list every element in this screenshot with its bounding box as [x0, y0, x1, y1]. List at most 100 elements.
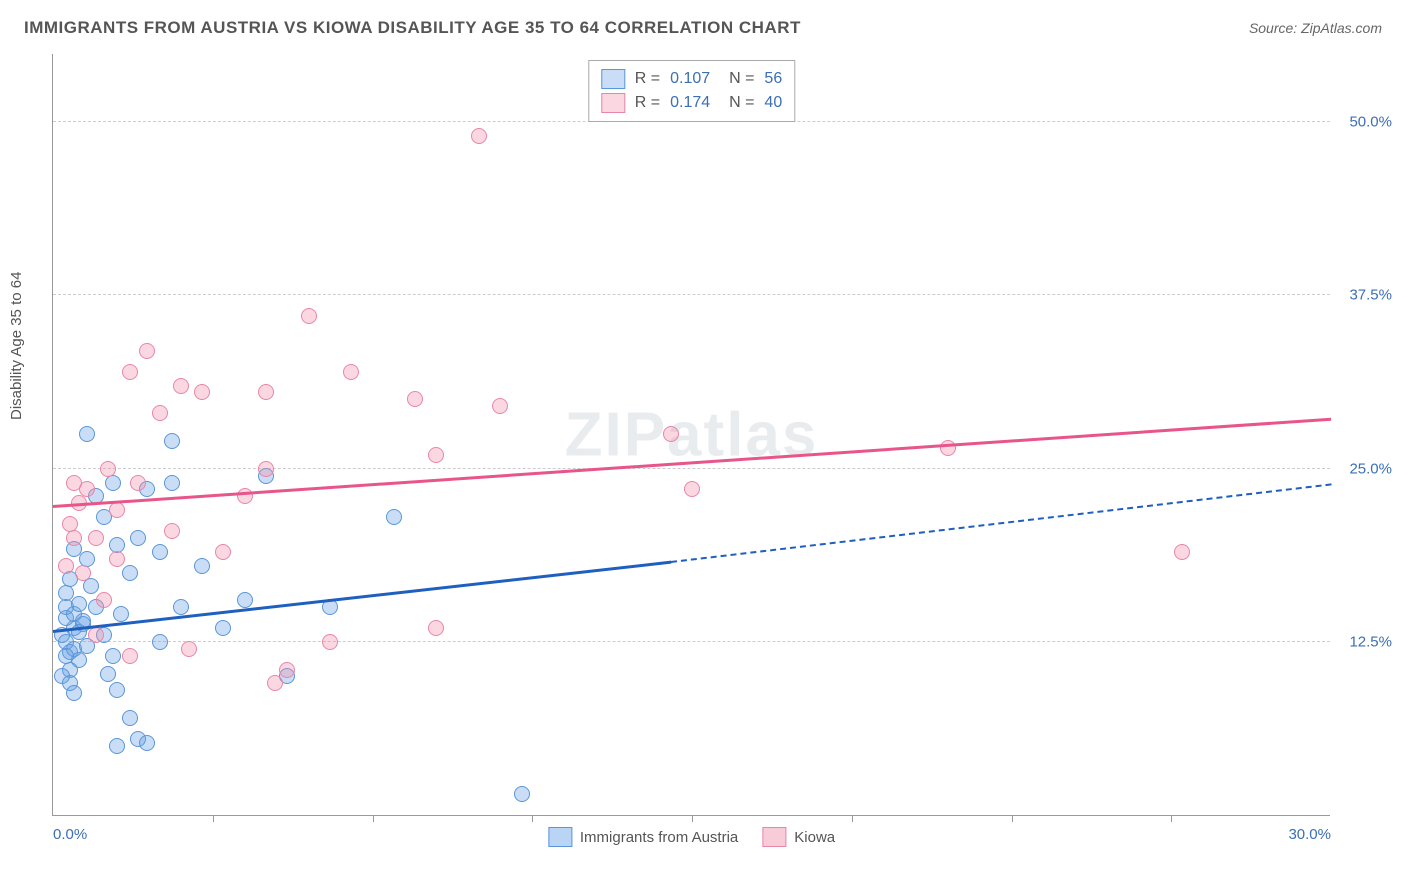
data-point — [139, 735, 155, 751]
data-point — [173, 378, 189, 394]
y-tick-label: 12.5% — [1336, 633, 1392, 650]
legend-row-austria: R = 0.107 N = 56 — [601, 67, 782, 91]
data-point — [194, 384, 210, 400]
data-point — [100, 666, 116, 682]
data-point — [109, 551, 125, 567]
data-point — [88, 530, 104, 546]
data-point — [130, 530, 146, 546]
data-point — [62, 516, 78, 532]
data-point — [279, 662, 295, 678]
y-tick-label: 50.0% — [1336, 114, 1392, 131]
data-point — [164, 523, 180, 539]
y-tick-label: 25.0% — [1336, 460, 1392, 477]
data-point — [66, 685, 82, 701]
data-point — [258, 384, 274, 400]
data-point — [130, 475, 146, 491]
n-label: N = — [720, 70, 754, 88]
n-value-kiowa: 40 — [764, 94, 782, 112]
data-point — [139, 343, 155, 359]
x-tick — [852, 815, 853, 822]
data-point — [514, 786, 530, 802]
data-point — [109, 738, 125, 754]
data-point — [181, 641, 197, 657]
gridline — [53, 468, 1330, 469]
data-point — [386, 509, 402, 525]
series-legend: Immigrants from Austria Kiowa — [548, 827, 835, 847]
data-point — [322, 634, 338, 650]
data-point — [100, 461, 116, 477]
data-point — [58, 558, 74, 574]
swatch-kiowa — [601, 93, 625, 113]
x-tick-label: 30.0% — [1288, 826, 1331, 843]
data-point — [428, 447, 444, 463]
scatter-chart: ZIPatlas R = 0.107 N = 56 R = 0.174 N = … — [52, 54, 1330, 816]
data-point — [471, 128, 487, 144]
x-tick — [213, 815, 214, 822]
x-tick-label: 0.0% — [53, 826, 87, 843]
watermark: ZIPatlas — [565, 399, 819, 470]
legend-item-austria: Immigrants from Austria — [548, 827, 738, 847]
r-label: R = — [635, 70, 660, 88]
data-point — [122, 364, 138, 380]
y-axis-label: Disability Age 35 to 64 — [8, 272, 25, 420]
data-point — [75, 565, 91, 581]
data-point — [109, 682, 125, 698]
data-point — [343, 364, 359, 380]
r-value-austria: 0.107 — [670, 70, 710, 88]
data-point — [113, 606, 129, 622]
x-tick — [692, 815, 693, 822]
data-point — [152, 544, 168, 560]
legend-label-austria: Immigrants from Austria — [580, 829, 738, 846]
x-tick — [532, 815, 533, 822]
y-tick-label: 37.5% — [1336, 287, 1392, 304]
x-tick — [1012, 815, 1013, 822]
data-point — [1174, 544, 1190, 560]
data-point — [173, 599, 189, 615]
data-point — [194, 558, 210, 574]
data-point — [96, 592, 112, 608]
data-point — [122, 710, 138, 726]
data-point — [105, 475, 121, 491]
legend-item-kiowa: Kiowa — [762, 827, 835, 847]
data-point — [301, 308, 317, 324]
source-credit: Source: ZipAtlas.com — [1249, 20, 1382, 36]
data-point — [215, 544, 231, 560]
header: IMMIGRANTS FROM AUSTRIA VS KIOWA DISABIL… — [24, 18, 1382, 38]
data-point — [152, 405, 168, 421]
data-point — [58, 648, 74, 664]
chart-title: IMMIGRANTS FROM AUSTRIA VS KIOWA DISABIL… — [24, 18, 801, 38]
data-point — [940, 440, 956, 456]
gridline — [53, 641, 1330, 642]
data-point — [428, 620, 444, 636]
data-point — [71, 596, 87, 612]
data-point — [88, 627, 104, 643]
legend-row-kiowa: R = 0.174 N = 40 — [601, 91, 782, 115]
data-point — [105, 648, 121, 664]
trendline-extrapolated — [671, 483, 1332, 563]
gridline — [53, 294, 1330, 295]
swatch-austria — [548, 827, 572, 847]
data-point — [66, 530, 82, 546]
x-tick — [1171, 815, 1172, 822]
swatch-kiowa — [762, 827, 786, 847]
swatch-austria — [601, 69, 625, 89]
data-point — [267, 675, 283, 691]
n-label: N = — [720, 94, 754, 112]
r-label: R = — [635, 94, 660, 112]
n-value-austria: 56 — [764, 70, 782, 88]
data-point — [663, 426, 679, 442]
data-point — [79, 481, 95, 497]
data-point — [237, 592, 253, 608]
data-point — [215, 620, 231, 636]
data-point — [258, 461, 274, 477]
data-point — [109, 502, 125, 518]
data-point — [152, 634, 168, 650]
data-point — [83, 578, 99, 594]
data-point — [164, 475, 180, 491]
data-point — [407, 391, 423, 407]
data-point — [164, 433, 180, 449]
data-point — [79, 426, 95, 442]
legend-label-kiowa: Kiowa — [794, 829, 835, 846]
trendline — [53, 560, 671, 632]
data-point — [684, 481, 700, 497]
